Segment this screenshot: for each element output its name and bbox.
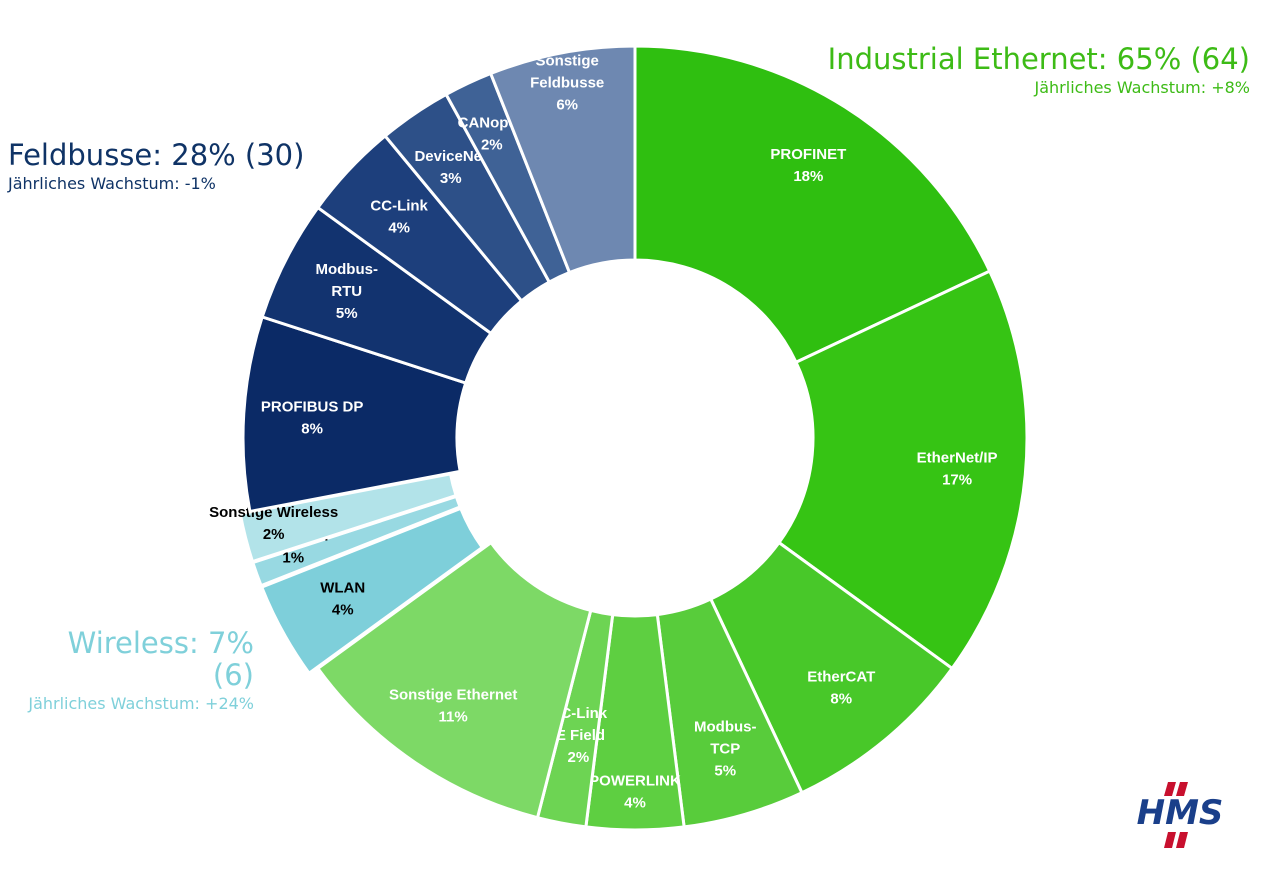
logo-stripe (1164, 832, 1176, 848)
donut-slice-profinet (633, 44, 992, 365)
logo-stripe (1176, 782, 1188, 796)
hms-logo-text: HMS (1137, 793, 1224, 833)
slice-label-ethernet-ip: EtherNet/IP 17% (917, 449, 998, 488)
slice-label-devicenet: DeviceNet 3% (414, 148, 487, 187)
wireless-title: Wireless: 7% (6) (67, 626, 254, 692)
wireless-group-label: Wireless: 7% (6) Jährliches Wachstum: +2… (18, 626, 254, 715)
donut-slice-sonstige-feldbusse (488, 44, 637, 275)
slice-label-sonstige-ethernet: Sonstige Ethernet 11% (389, 687, 517, 726)
slice-label-cc-link: CC-Link 4% (370, 198, 428, 237)
slice-label-wlan: WLAN 4% (320, 580, 365, 619)
slice-label-sonstige-feldbusse: Sonstige Feldbusse 6% (530, 52, 604, 113)
logo-stripe (1176, 832, 1188, 848)
donut-slice-sonstige-ethernet (315, 540, 593, 820)
wireless-growth: Jährliches Wachstum: +24% (28, 693, 254, 713)
donut-slice-ethernet-ip (776, 269, 1029, 671)
slice-label-sonstige-wireless: Sonstige Wireless 2% (209, 504, 338, 543)
slice-label-ethercat: EtherCAT 8% (807, 668, 875, 707)
industrial-ethernet-title: Industrial Ethernet: 65% (64) (827, 42, 1250, 76)
feldbusse-growth: Jährliches Wachstum: -1% (8, 173, 216, 193)
hms-logo: HMS (1137, 782, 1224, 848)
feldbusse-title: Feldbusse: 28% (30) (8, 138, 305, 172)
slice-label-modbus-rtu: Modbus-RTU 5% (315, 261, 377, 322)
slice-label-profibus-dp: PROFIBUS DP 8% (261, 399, 364, 438)
donut-slice-wlan (259, 506, 485, 676)
slice-label-modbus-tcp: Modbus-TCP 5% (694, 719, 756, 780)
industrial-ethernet-group-label: Industrial Ethernet: 65% (64) Jährliches… (827, 42, 1250, 99)
slice-label-profinet: PROFINET 18% (770, 146, 846, 185)
logo-stripe (1164, 782, 1176, 796)
industrial-ethernet-growth: Jährliches Wachstum: +8% (1034, 77, 1250, 97)
slice-label-powerlink: POWERLINK 4% (589, 772, 681, 811)
feldbusse-group-label: Feldbusse: 28% (30) Jährliches Wachstum:… (8, 138, 305, 195)
